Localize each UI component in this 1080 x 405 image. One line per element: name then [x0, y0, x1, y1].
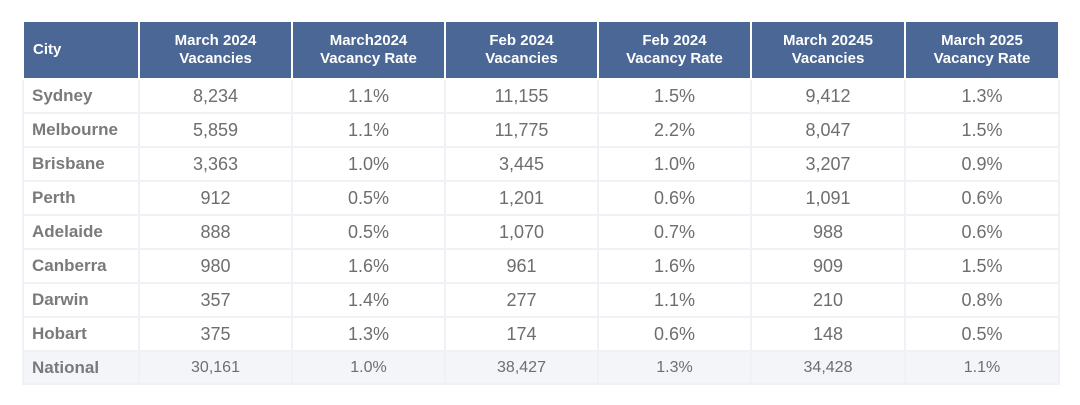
table-row: Perth 912 0.5% 1,201 0.6% 1,091 0.6% — [22, 180, 1060, 216]
vacancies-cell: 988 — [750, 214, 906, 250]
vacancies-cell: 9,412 — [750, 78, 906, 114]
vacancies-cell: 3,445 — [444, 146, 599, 182]
vacancies-cell: 11,155 — [444, 78, 599, 114]
vacancy-rate-cell: 1.5% — [597, 78, 752, 114]
header-label-line1: Feb 2024 — [642, 32, 707, 49]
vacancies-cell: 1,070 — [444, 214, 599, 250]
vacancy-rate-cell: 0.5% — [291, 214, 446, 250]
column-header-march-2024-rate: March2024 Vacancy Rate — [291, 20, 446, 80]
header-label-line1: March2024 — [329, 32, 408, 49]
vacancy-rate-cell: 1.1% — [291, 112, 446, 148]
vacancy-rate-cell: 1.6% — [597, 248, 752, 284]
city-cell: National — [22, 350, 140, 385]
vacancy-rate-cell: 1.5% — [904, 248, 1060, 284]
column-header-march-2025-vacancies: March 20245 Vacancies — [750, 20, 906, 80]
city-cell: Perth — [22, 180, 140, 216]
vacancy-rate-cell: 0.5% — [904, 316, 1060, 352]
header-label-line2: Vacancy Rate — [320, 50, 417, 67]
header-label-line2: Vacancies — [179, 50, 252, 67]
vacancy-rate-cell: 1.1% — [597, 282, 752, 318]
vacancy-rate-cell: 1.0% — [291, 350, 446, 385]
vacancy-rate-cell: 1.4% — [291, 282, 446, 318]
city-cell: Darwin — [22, 282, 140, 318]
vacancy-rate-cell: 1.1% — [291, 78, 446, 114]
national-total-row: National 30,161 1.0% 38,427 1.3% 34,428 1.1% — [22, 350, 1060, 385]
table-row: Adelaide 888 0.5% 1,070 0.7% 988 0.6% — [22, 214, 1060, 250]
header-label-line2: Vacancy Rate — [626, 50, 723, 67]
vacancies-cell: 277 — [444, 282, 599, 318]
header-label-line1: March 2024 — [174, 32, 257, 49]
column-header-feb-2024-rate: Feb 2024 Vacancy Rate — [597, 20, 752, 80]
vacancies-cell: 174 — [444, 316, 599, 352]
vacancies-cell: 980 — [138, 248, 293, 284]
header-label-line2: Vacancies — [791, 50, 865, 67]
vacancy-rate-cell: 0.6% — [904, 180, 1060, 216]
column-header-city: City — [22, 20, 140, 80]
vacancies-cell: 8,047 — [750, 112, 906, 148]
header-label-line2: Vacancies — [485, 50, 558, 67]
vacancies-cell: 375 — [138, 316, 293, 352]
city-cell: Melbourne — [22, 112, 140, 148]
vacancy-rate-cell: 0.5% — [291, 180, 446, 216]
vacancy-table-container: City March 2024 Vacancies March2024 Vaca… — [22, 20, 1060, 385]
vacancies-cell: 888 — [138, 214, 293, 250]
header-label-line1: Feb 2024 — [489, 32, 554, 49]
vacancy-table: City March 2024 Vacancies March2024 Vaca… — [22, 20, 1060, 385]
vacancies-cell: 357 — [138, 282, 293, 318]
city-cell: Canberra — [22, 248, 140, 284]
header-label-line2: Vacancy Rate — [933, 50, 1031, 67]
vacancies-cell: 1,091 — [750, 180, 906, 216]
vacancy-rate-cell: 0.9% — [904, 146, 1060, 182]
vacancy-rate-cell: 1.3% — [291, 316, 446, 352]
city-cell: Hobart — [22, 316, 140, 352]
vacancy-rate-cell: 0.6% — [904, 214, 1060, 250]
vacancies-cell: 34,428 — [750, 350, 906, 385]
vacancies-cell: 3,363 — [138, 146, 293, 182]
vacancies-cell: 8,234 — [138, 78, 293, 114]
vacancies-cell: 210 — [750, 282, 906, 318]
vacancies-cell: 961 — [444, 248, 599, 284]
vacancies-cell: 11,775 — [444, 112, 599, 148]
vacancies-cell: 38,427 — [444, 350, 599, 385]
vacancy-rate-cell: 0.6% — [597, 180, 752, 216]
table-row: Melbourne 5,859 1.1% 11,775 2.2% 8,047 1.5% — [22, 112, 1060, 148]
vacancy-rate-cell: 0.8% — [904, 282, 1060, 318]
table-row: Hobart 375 1.3% 174 0.6% 148 0.5% — [22, 316, 1060, 352]
city-cell: Brisbane — [22, 146, 140, 182]
header-label-line1: March 20245 — [782, 32, 874, 49]
header-row: City March 2024 Vacancies March2024 Vaca… — [22, 20, 1060, 80]
city-cell: Adelaide — [22, 214, 140, 250]
vacancies-cell: 148 — [750, 316, 906, 352]
table-row: Canberra 980 1.6% 961 1.6% 909 1.5% — [22, 248, 1060, 284]
header-label: City — [33, 41, 62, 58]
vacancy-rate-cell: 1.0% — [597, 146, 752, 182]
vacancies-cell: 5,859 — [138, 112, 293, 148]
vacancies-cell: 3,207 — [750, 146, 906, 182]
vacancy-rate-cell: 1.0% — [291, 146, 446, 182]
vacancies-cell: 30,161 — [138, 350, 293, 385]
vacancy-rate-cell: 1.3% — [904, 78, 1060, 114]
vacancy-rate-cell: 1.5% — [904, 112, 1060, 148]
vacancy-rate-cell: 1.3% — [597, 350, 752, 385]
vacancy-rate-cell: 1.6% — [291, 248, 446, 284]
header-label-line1: March 2025 — [941, 32, 1023, 49]
column-header-march-2025-rate: March 2025 Vacancy Rate — [904, 20, 1060, 80]
vacancy-rate-cell: 2.2% — [597, 112, 752, 148]
column-header-feb-2024-vacancies: Feb 2024 Vacancies — [444, 20, 599, 80]
table-row: Sydney 8,234 1.1% 11,155 1.5% 9,412 1.3% — [22, 78, 1060, 114]
vacancies-cell: 912 — [138, 180, 293, 216]
city-cell: Sydney — [22, 78, 140, 114]
vacancy-rate-cell: 0.7% — [597, 214, 752, 250]
table-row: Brisbane 3,363 1.0% 3,445 1.0% 3,207 0.9% — [22, 146, 1060, 182]
vacancies-cell: 909 — [750, 248, 906, 284]
table-row: Darwin 357 1.4% 277 1.1% 210 0.8% — [22, 282, 1060, 318]
vacancy-rate-cell: 1.1% — [904, 350, 1060, 385]
vacancy-rate-cell: 0.6% — [597, 316, 752, 352]
column-header-march-2024-vacancies: March 2024 Vacancies — [138, 20, 293, 80]
table-body: Sydney 8,234 1.1% 11,155 1.5% 9,412 1.3% Melbou… — [22, 78, 1060, 385]
vacancies-cell: 1,201 — [444, 180, 599, 216]
